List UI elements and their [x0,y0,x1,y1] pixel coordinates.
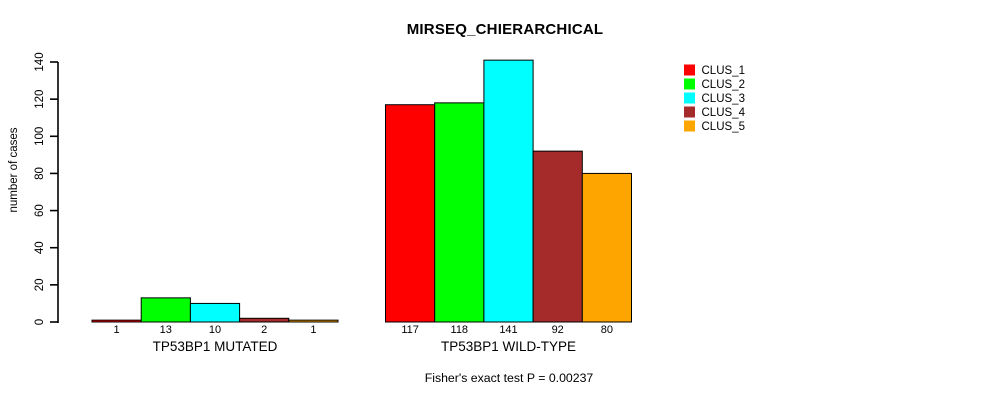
bar-value-label: 10 [209,324,221,336]
legend-label: CLUS_4 [702,107,746,119]
bar-value-label: 118 [451,324,469,336]
bar-clus_1-mutated [91,319,142,323]
bar-clus_5-wild-type [581,172,632,323]
y-tick-label: 120 [34,90,46,109]
group-label: TP53BP1 MUTATED [153,339,278,354]
bar-value-label: 2 [261,324,267,336]
bar-clus_3-mutated [189,302,241,323]
bar-clus_4-mutated [239,317,290,323]
legend-label: CLUS_5 [702,121,745,133]
annotation-text: Fisher's exact test P = 0.00237 [424,371,594,385]
legend-label: CLUS_3 [702,93,745,105]
legend-swatch-clus_3 [684,92,695,104]
y-tick-label: 40 [34,241,46,254]
y-axis-title: number of cases [8,127,20,212]
y-tick-label: 20 [34,278,46,291]
bar-clus_4-wild-type [532,150,583,323]
y-tick-label: 100 [34,127,46,146]
group-label: TP53BP1 WILD-TYPE [441,339,576,354]
bar-clus_5-mutated [288,319,339,323]
chart-title: MIRSEQ_CHIERARCHICAL [406,21,604,38]
legend-label: CLUS_2 [702,79,745,91]
bar-value-label: 1 [114,324,120,336]
y-tick-label: 80 [34,167,46,180]
bar-clus_3-wild-type [483,59,534,323]
bar-clus_2-mutated [140,297,191,323]
legend-swatch-clus_1 [684,64,695,76]
bar-value-label: 80 [601,324,613,336]
y-tick-label: 0 [34,319,46,325]
legend-swatch-clus_5 [684,120,695,132]
bar-value-label: 141 [499,324,517,336]
bar-value-label: 92 [552,324,564,336]
legend-label: CLUS_1 [702,65,745,77]
bar-value-label: 117 [401,324,419,336]
legend-swatch-clus_2 [684,78,695,90]
bar-clus_1-wild-type [385,104,436,323]
bar-value-label: 13 [160,324,172,336]
bar-clus_2-wild-type [434,102,485,323]
bar-value-label: 1 [310,324,316,336]
y-tick-label: 140 [34,52,46,71]
y-tick-label: 60 [34,204,46,217]
legend-swatch-clus_4 [684,106,695,118]
